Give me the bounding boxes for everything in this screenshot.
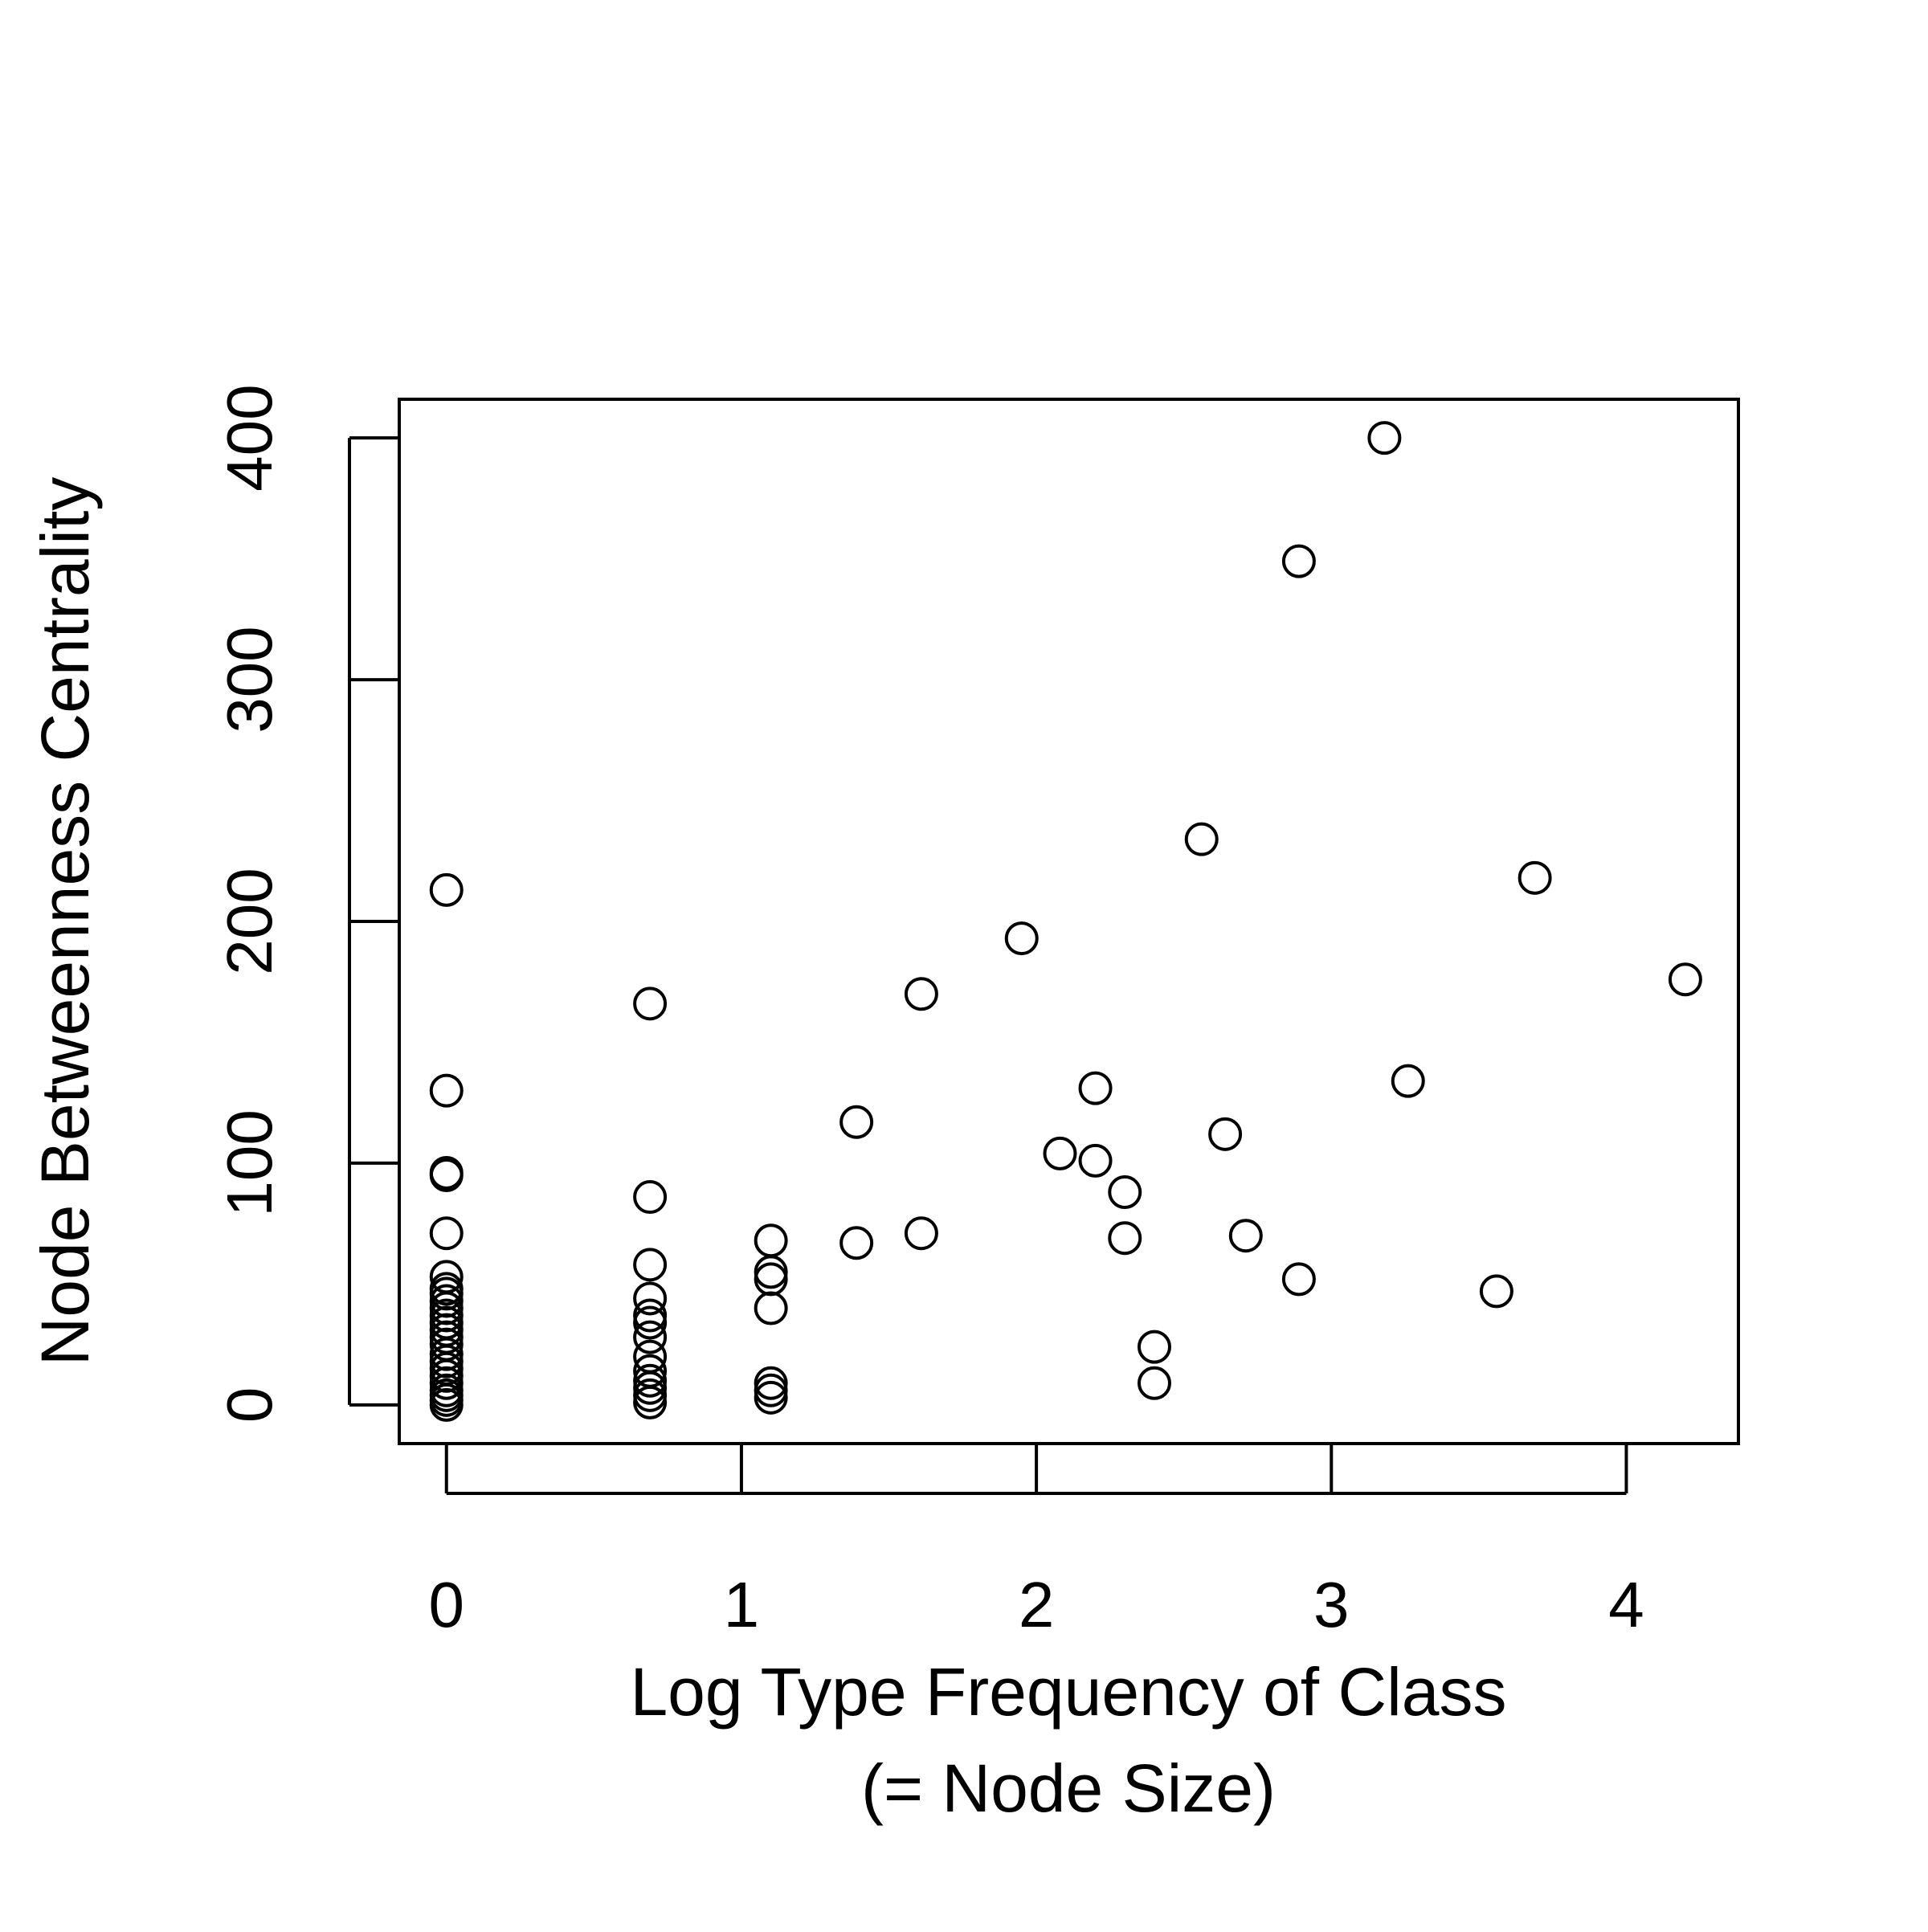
data-point — [633, 1298, 668, 1333]
data-point — [1367, 421, 1402, 455]
data-point — [1228, 1219, 1263, 1253]
data-point — [754, 1255, 788, 1289]
data-point — [1043, 1136, 1077, 1170]
data-point — [754, 1373, 788, 1407]
data-point — [1391, 1064, 1425, 1098]
data-point — [633, 1248, 668, 1282]
y-tick-label: 400 — [214, 384, 285, 491]
data-point — [1208, 1117, 1243, 1151]
y-tick-label: 0 — [214, 1387, 285, 1423]
data-point — [633, 986, 668, 1021]
data-point — [904, 1216, 938, 1251]
data-point — [633, 1385, 668, 1419]
data-point — [429, 1366, 464, 1400]
data-point — [754, 1291, 788, 1325]
x-tick-label: 3 — [1313, 1569, 1350, 1640]
x-tick-label: 4 — [1608, 1569, 1644, 1640]
data-point — [754, 1380, 788, 1415]
y-tick-label: 100 — [214, 1109, 285, 1216]
data-point — [1137, 1366, 1171, 1400]
data-point — [633, 1180, 668, 1215]
data-point — [429, 1073, 464, 1108]
data-point — [633, 1320, 668, 1354]
data-points — [429, 421, 1702, 1422]
data-point — [1137, 1330, 1171, 1364]
data-point — [1668, 962, 1702, 997]
data-point — [429, 1387, 464, 1422]
data-point — [429, 1216, 464, 1251]
data-point — [1184, 822, 1219, 856]
data-point — [1281, 544, 1316, 578]
data-point — [904, 977, 938, 1011]
data-point — [633, 1305, 668, 1340]
x-tick-label: 2 — [1019, 1569, 1055, 1640]
x-axis-title: Log Type Frequency of Class — [630, 1654, 1506, 1730]
data-point — [1479, 1274, 1513, 1309]
data-point — [633, 1370, 668, 1405]
y-tick-label: 200 — [214, 868, 285, 974]
data-point — [1004, 921, 1039, 956]
data-point — [754, 1366, 788, 1400]
plot-frame — [398, 398, 1740, 1445]
data-point — [754, 1223, 788, 1258]
data-point — [1078, 1071, 1113, 1105]
data-point — [1108, 1221, 1142, 1256]
x-tick-label: 0 — [428, 1569, 464, 1640]
data-point — [1517, 860, 1552, 895]
x-axis: 0 1 2 3 4 — [428, 1444, 1644, 1640]
data-point — [429, 1155, 464, 1190]
y-axis-title: Node Betweenness Centrality — [27, 477, 103, 1366]
data-point — [429, 1158, 464, 1192]
data-point — [839, 1105, 874, 1139]
data-point — [754, 1262, 788, 1297]
data-point — [1281, 1262, 1316, 1297]
data-point — [839, 1226, 874, 1260]
data-point — [633, 1281, 668, 1316]
x-axis-title-line2: (= Node Size) — [861, 1750, 1276, 1826]
y-axis: 0 100 200 300 400 — [214, 384, 399, 1423]
y-tick-label: 300 — [214, 626, 285, 733]
data-point — [1078, 1143, 1113, 1178]
data-point — [633, 1363, 668, 1398]
data-point — [1108, 1175, 1142, 1210]
data-point — [633, 1378, 668, 1412]
x-tick-label: 1 — [724, 1569, 760, 1640]
data-point — [429, 872, 464, 907]
